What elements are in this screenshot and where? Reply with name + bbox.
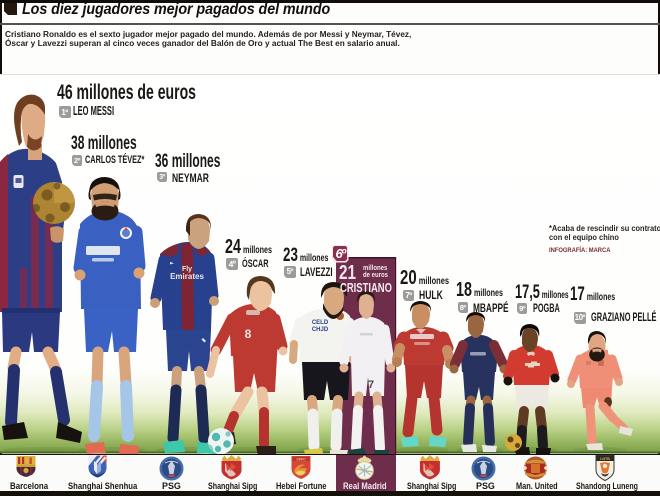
svg-text:CFFC: CFFC	[296, 458, 306, 462]
svg-text:CHJD: CHJD	[312, 327, 329, 333]
svg-text:Emirates: Emirates	[170, 272, 204, 281]
svg-text:7: 7	[368, 379, 374, 391]
svg-text:CELD: CELD	[312, 320, 329, 326]
svg-text:LNTB: LNTB	[600, 457, 610, 461]
svg-text:Fly: Fly	[182, 266, 192, 273]
svg-text:8: 8	[245, 327, 252, 341]
